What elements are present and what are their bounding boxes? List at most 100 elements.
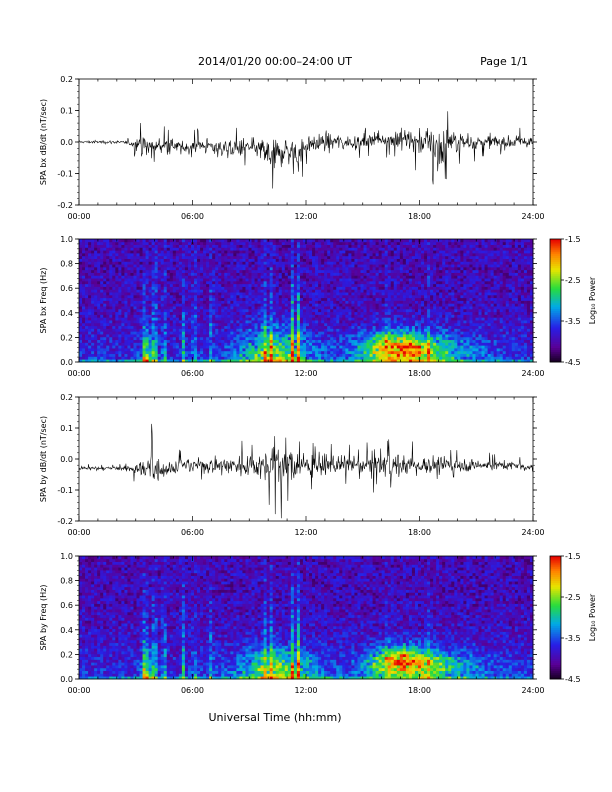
heatmap-cell	[245, 306, 249, 310]
heatmap-cell	[139, 353, 143, 357]
heatmap-cell	[115, 275, 119, 279]
heatmap-cell	[130, 261, 134, 265]
heatmap-cell	[233, 297, 237, 301]
heatmap-cell	[375, 328, 380, 332]
heatmap-cell	[124, 300, 128, 304]
heatmap-cell	[281, 269, 286, 273]
heatmap-cell	[106, 258, 110, 262]
heatmap-cell	[302, 272, 307, 276]
heatmap-cell	[242, 300, 246, 304]
heatmap-cell	[175, 359, 180, 363]
heatmap-cell	[218, 272, 222, 276]
heatmap-cell	[345, 306, 349, 310]
heatmap-cell	[221, 283, 225, 287]
heatmap-cell	[375, 239, 380, 243]
heatmap-cell	[375, 244, 380, 248]
heatmap-cell	[94, 297, 98, 301]
heatmap-cell	[266, 280, 271, 285]
heatmap-cell	[263, 269, 268, 273]
heatmap-cell	[330, 342, 334, 346]
heatmap-cell	[290, 325, 295, 329]
heatmap-cell	[206, 334, 210, 338]
heatmap-cell	[242, 314, 246, 318]
heatmap-cell	[166, 244, 171, 248]
heatmap-cell	[321, 264, 325, 268]
heatmap-cell	[197, 359, 201, 363]
heatmap-cell	[121, 306, 125, 310]
heatmap-cell	[227, 356, 231, 360]
heatmap-cell	[254, 252, 258, 257]
heatmap-cell	[151, 292, 156, 296]
heatmap-cell	[290, 308, 295, 313]
heatmap-cell	[299, 241, 304, 245]
heatmap-cell	[275, 289, 280, 293]
heatmap-cell	[106, 241, 110, 245]
heatmap-cell	[245, 300, 249, 304]
heatmap-cell	[109, 255, 113, 259]
heatmap-cell	[215, 244, 219, 248]
heatmap-cell	[290, 331, 295, 335]
heatmap-cell	[366, 356, 370, 360]
heatmap-cell	[145, 348, 150, 352]
heatmap-cell	[342, 339, 346, 343]
heatmap-cell	[284, 272, 289, 276]
heatmap-cell	[378, 297, 383, 301]
heatmap-cell	[124, 317, 128, 321]
heatmap-cell	[115, 356, 119, 360]
heatmap-cell	[378, 336, 383, 341]
heatmap-cell	[85, 325, 89, 329]
heatmap-cell	[236, 359, 240, 363]
heatmap-cell	[348, 292, 352, 296]
heatmap-cell	[330, 239, 334, 243]
heatmap-cell	[94, 308, 98, 313]
heatmap-cell	[275, 247, 280, 251]
heatmap-cell	[275, 244, 280, 248]
heatmap-cell	[396, 317, 401, 321]
heatmap-cell	[151, 317, 156, 321]
heatmap-cell	[112, 244, 116, 248]
heatmap-cell	[251, 325, 255, 329]
heatmap-cell	[200, 247, 204, 251]
heatmap-cell	[148, 345, 153, 349]
heatmap-cell	[200, 269, 204, 273]
heatmap-cell	[109, 264, 113, 268]
heatmap-cell	[309, 345, 313, 349]
heatmap-cell	[118, 275, 122, 279]
heatmap-cell	[393, 353, 398, 357]
heatmap-cell	[281, 320, 286, 324]
heatmap-cell	[109, 325, 113, 329]
heatmap-cell	[218, 334, 222, 338]
heatmap-cell	[360, 278, 364, 282]
heatmap-cell	[263, 289, 268, 293]
heatmap-cell	[278, 280, 283, 285]
heatmap-cell	[248, 303, 252, 307]
heatmap-cell	[339, 331, 343, 335]
heatmap-cell	[203, 239, 207, 243]
heatmap-cell	[115, 241, 119, 245]
heatmap-cell	[172, 325, 177, 329]
heatmap-cell	[339, 283, 343, 287]
heatmap-cell	[160, 297, 165, 301]
heatmap-cell	[402, 289, 407, 293]
heatmap-cell	[363, 278, 367, 282]
heatmap-cell	[306, 342, 310, 346]
heatmap-cell	[136, 280, 140, 285]
heatmap-cell	[369, 336, 373, 341]
heatmap-cell	[342, 292, 346, 296]
heatmap-cell	[218, 356, 222, 360]
heatmap-cell	[206, 328, 210, 332]
heatmap-cell	[136, 300, 140, 304]
heatmap-cell	[181, 255, 186, 259]
heatmap-cell	[194, 294, 198, 299]
heatmap-cell	[299, 258, 304, 262]
heatmap-cell	[399, 250, 404, 254]
heatmap-cell	[339, 278, 343, 282]
heatmap-cell	[106, 244, 110, 248]
heatmap-cell	[166, 348, 171, 352]
heatmap-cell	[248, 241, 252, 245]
heatmap-cell	[387, 258, 392, 262]
heatmap-cell	[309, 353, 313, 357]
heatmap-cell	[375, 311, 380, 315]
heatmap-cell	[100, 303, 104, 307]
heatmap-cell	[360, 286, 364, 290]
